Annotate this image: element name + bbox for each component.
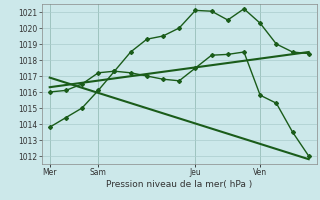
X-axis label: Pression niveau de la mer( hPa ): Pression niveau de la mer( hPa ) xyxy=(106,180,252,189)
